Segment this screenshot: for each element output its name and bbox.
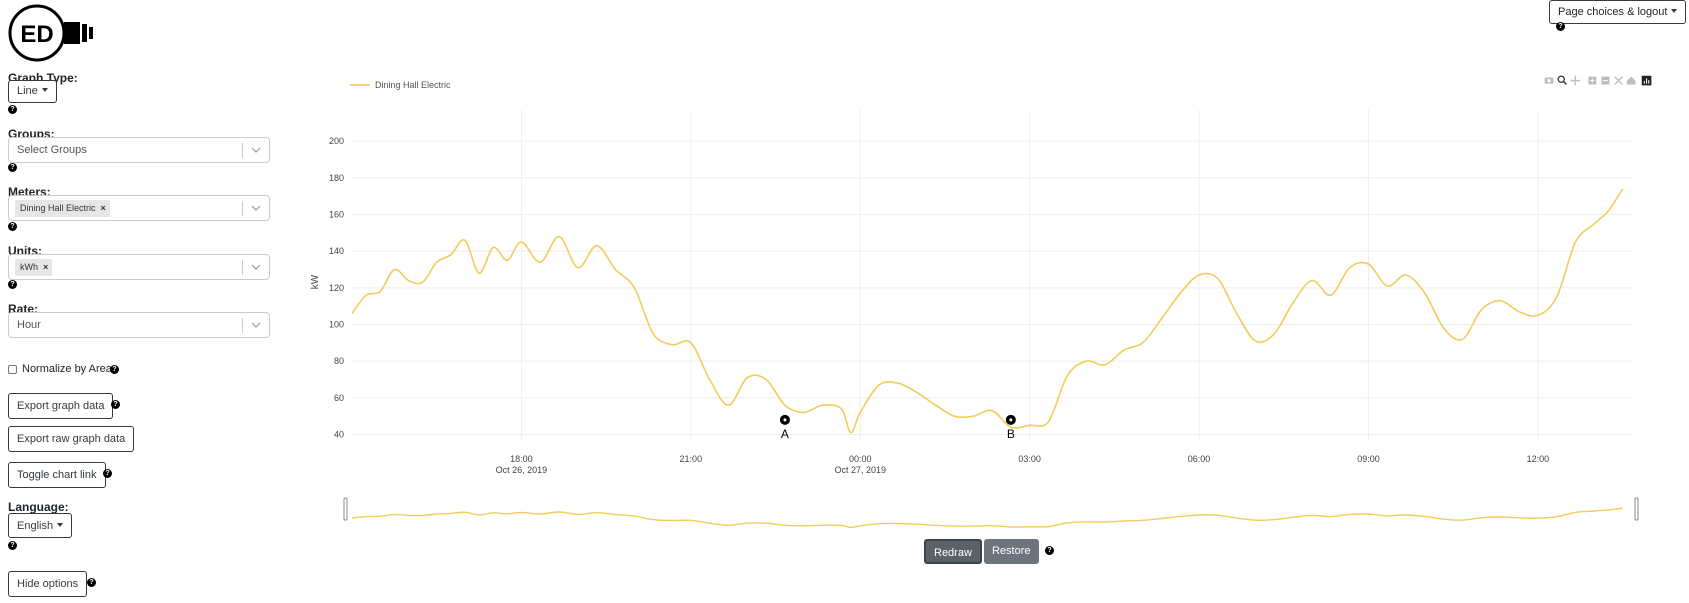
export-graph-label: Export graph data — [17, 400, 105, 412]
select-separator — [242, 201, 243, 216]
camera-icon[interactable] — [1544, 77, 1554, 84]
help-icon[interactable]: ? — [103, 469, 112, 478]
logo-text: ED — [20, 21, 53, 48]
select-separator — [242, 260, 243, 275]
unit-tag: kWh × — [15, 259, 53, 276]
help-icon[interactable]: ? — [110, 365, 119, 374]
range-slider-line — [351, 507, 1623, 529]
language-value: English — [17, 520, 54, 532]
meter-tag: Dining Hall Electric × — [15, 200, 110, 217]
autoscale-icon[interactable] — [1614, 76, 1623, 85]
restore-label: Restore — [992, 545, 1031, 557]
x-tick-label: 18:00 — [510, 454, 533, 464]
meters-select[interactable]: Dining Hall Electric × — [8, 195, 270, 221]
y-tick-label: 200 — [329, 136, 344, 146]
rate-value: Hour — [17, 319, 41, 331]
export-raw-label: Export raw graph data — [17, 433, 126, 445]
unit-tag-label: kWh — [20, 262, 38, 272]
annotation-marker-center — [783, 418, 787, 422]
pan-icon[interactable] — [1570, 75, 1581, 86]
x-tick-sublabel: Oct 26, 2019 — [496, 465, 548, 475]
x-tick-label: 12:00 — [1527, 454, 1550, 464]
legend-label: Dining Hall Electric — [375, 80, 451, 90]
zoom-out-icon[interactable] — [1601, 76, 1610, 85]
x-tick-sublabel: Oct 27, 2019 — [834, 465, 886, 475]
range-slider-handle-right — [1634, 497, 1639, 521]
y-tick-label: 40 — [334, 430, 344, 440]
zoom-icon[interactable] — [1557, 75, 1568, 86]
chevron-down-icon — [251, 147, 261, 153]
y-tick-label: 60 — [334, 393, 344, 403]
normalize-label: Normalize by Area — [22, 363, 112, 375]
select-separator — [242, 143, 243, 158]
annotation-marker-center — [1009, 418, 1013, 422]
zoom-in-icon[interactable] — [1588, 76, 1597, 85]
y-tick-label: 80 — [334, 356, 344, 366]
page-choices-label: Page choices & logout — [1558, 6, 1668, 18]
reset-axes-icon[interactable] — [1626, 76, 1636, 85]
x-tick-label: 21:00 — [680, 454, 703, 464]
y-axis-label: kW — [310, 274, 321, 289]
rate-select[interactable]: Hour — [8, 312, 270, 338]
help-icon[interactable]: ? — [8, 280, 17, 289]
remove-tag-icon[interactable]: × — [100, 203, 106, 213]
groups-select[interactable]: Select Groups — [8, 137, 270, 163]
annotation-label: B — [1007, 427, 1015, 441]
graph-type-dropdown[interactable]: Line — [8, 80, 57, 103]
help-icon[interactable]: ? — [8, 222, 17, 231]
range-slider-handle-left — [343, 497, 348, 521]
annotation-label: A — [781, 427, 789, 441]
chevron-down-icon — [251, 322, 261, 328]
help-icon[interactable]: ? — [87, 578, 96, 587]
help-icon[interactable]: ? — [8, 541, 17, 550]
hide-options-label: Hide options — [17, 578, 79, 590]
x-tick-label: 09:00 — [1357, 454, 1380, 464]
y-tick-label: 100 — [329, 320, 344, 330]
language-dropdown[interactable]: English — [8, 513, 73, 538]
x-tick-label: 00:00 — [849, 454, 872, 464]
graph-type-value: Line — [17, 85, 38, 97]
x-tick-label: 06:00 — [1188, 454, 1211, 464]
meter-tag-label: Dining Hall Electric — [20, 203, 96, 213]
series-line — [351, 188, 1624, 434]
page-choices-button[interactable]: Page choices & logout — [1549, 0, 1687, 24]
y-tick-label: 180 — [329, 173, 344, 183]
redraw-label: Redraw — [934, 547, 972, 559]
y-tick-label: 160 — [329, 210, 344, 220]
groups-placeholder: Select Groups — [17, 144, 87, 156]
oed-logo: ED — [8, 4, 93, 62]
y-tick-label: 140 — [329, 246, 344, 256]
chevron-down-icon — [251, 205, 261, 211]
language-label: Language: — [8, 500, 69, 514]
help-icon[interactable]: ? — [8, 163, 17, 172]
toggle-chart-link-label: Toggle chart link — [17, 469, 97, 481]
hide-options-button[interactable]: Hide options — [8, 571, 88, 597]
help-icon[interactable]: ? — [1556, 22, 1565, 31]
chart-modebar — [1544, 75, 1652, 86]
select-separator — [242, 318, 243, 333]
export-graph-data-button[interactable]: Export graph data — [8, 393, 114, 419]
help-icon[interactable]: ? — [111, 400, 120, 409]
redraw-button[interactable]: Redraw — [924, 539, 982, 564]
remove-tag-icon[interactable]: × — [43, 262, 49, 272]
units-select[interactable]: kWh × — [8, 254, 270, 280]
export-raw-graph-data-button[interactable]: Export raw graph data — [8, 426, 135, 452]
chevron-down-icon — [251, 264, 261, 270]
plotly-logo-icon[interactable] — [1641, 75, 1652, 86]
help-icon[interactable]: ? — [8, 105, 17, 114]
x-tick-label: 03:00 — [1018, 454, 1041, 464]
restore-button[interactable]: Restore — [984, 539, 1039, 564]
y-tick-label: 120 — [329, 283, 344, 293]
help-icon[interactable]: ? — [1045, 546, 1054, 555]
toggle-chart-link-button[interactable]: Toggle chart link — [8, 462, 106, 488]
normalize-checkbox[interactable] — [8, 365, 17, 374]
